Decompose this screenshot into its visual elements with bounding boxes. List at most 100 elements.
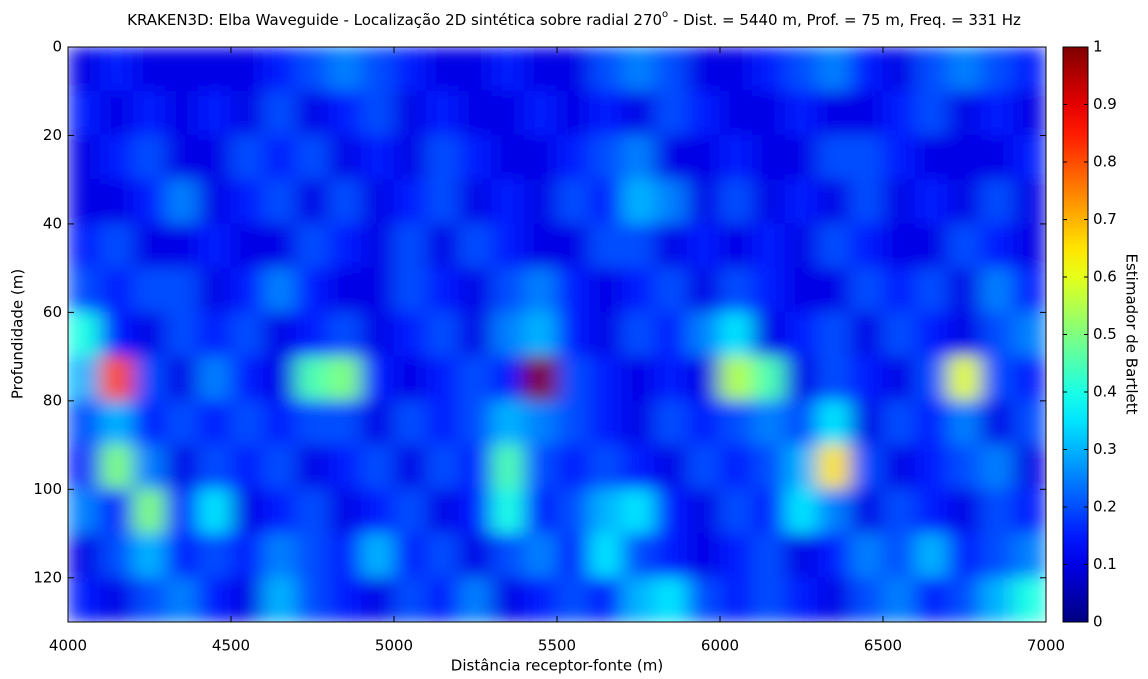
y-tick-label: 80 bbox=[43, 391, 62, 409]
colorbar-tick-label: 0.5 bbox=[1093, 325, 1117, 343]
heatmap-cell bbox=[68, 488, 102, 535]
colorbar-tick-label: 0.8 bbox=[1093, 153, 1117, 171]
heatmap-cell bbox=[621, 577, 656, 622]
heatmap-cell bbox=[947, 90, 982, 136]
heatmap-cell bbox=[882, 179, 917, 225]
heatmap-cell bbox=[849, 267, 884, 313]
heatmap-cell bbox=[849, 47, 884, 92]
heatmap-cell bbox=[100, 400, 134, 446]
heatmap-cell bbox=[784, 444, 819, 490]
heatmap-cell bbox=[68, 223, 102, 269]
heatmap-cell bbox=[491, 356, 525, 402]
heatmap-cell bbox=[230, 90, 265, 136]
heatmap-cell bbox=[849, 533, 884, 579]
heatmap-cell bbox=[849, 444, 884, 490]
heatmap-cell bbox=[491, 311, 525, 358]
heatmap-cell bbox=[523, 577, 558, 622]
heatmap-cell bbox=[523, 444, 558, 490]
heatmap-cell bbox=[295, 533, 330, 579]
heatmap-cell bbox=[947, 311, 982, 358]
heatmap-cell bbox=[360, 90, 395, 136]
heatmap-cell bbox=[197, 267, 232, 313]
heatmap-cell bbox=[882, 223, 917, 269]
y-tick-label: 20 bbox=[43, 126, 62, 144]
heatmap-cell bbox=[654, 444, 688, 490]
heatmap-cell bbox=[915, 488, 949, 535]
heatmap-cell bbox=[328, 47, 362, 92]
heatmap-cell bbox=[132, 533, 167, 579]
heatmap-cell bbox=[980, 179, 1014, 225]
heatmap-cell bbox=[458, 311, 493, 358]
heatmap-cell bbox=[360, 311, 395, 358]
heatmap-cell bbox=[263, 356, 297, 402]
heatmap-cell bbox=[980, 488, 1014, 535]
heatmap-cell bbox=[849, 356, 884, 402]
heatmap-cell bbox=[621, 400, 656, 446]
heatmap-cell bbox=[100, 267, 134, 313]
heatmap-cell bbox=[947, 577, 982, 622]
x-tick-label: 4500 bbox=[212, 637, 250, 655]
heatmap-cell bbox=[263, 488, 297, 535]
heatmap-cell bbox=[393, 577, 428, 622]
heatmap-cell bbox=[1012, 134, 1046, 181]
heatmap-cell bbox=[328, 577, 362, 622]
heatmap-cell bbox=[654, 134, 688, 181]
heatmap-cell bbox=[784, 533, 819, 579]
x-axis-label: Distância receptor-fonte (m) bbox=[451, 657, 663, 675]
heatmap-cell bbox=[817, 223, 851, 269]
heatmap-cell bbox=[1012, 444, 1046, 490]
heatmap-cell bbox=[100, 223, 134, 269]
heatmap-cell bbox=[752, 179, 786, 225]
heatmap-cell bbox=[165, 90, 199, 136]
heatmap-cell bbox=[915, 267, 949, 313]
heatmap-cell bbox=[589, 47, 623, 92]
heatmap-cell bbox=[523, 90, 558, 136]
heatmap-cell bbox=[915, 533, 949, 579]
heatmap-cell bbox=[360, 533, 395, 579]
heatmap-cell bbox=[817, 179, 851, 225]
colorbar-tick-label: 0.1 bbox=[1093, 555, 1117, 573]
heatmap-cell bbox=[100, 90, 134, 136]
heatmap-cell bbox=[197, 311, 232, 358]
heatmap-cell bbox=[947, 356, 982, 402]
heatmap-cell bbox=[230, 488, 265, 535]
heatmap-cell bbox=[328, 488, 362, 535]
heatmap-cell bbox=[360, 47, 395, 92]
heatmap-cell bbox=[882, 47, 917, 92]
heatmap-cell bbox=[263, 47, 297, 92]
x-tick-label: 7000 bbox=[1027, 637, 1065, 655]
heatmap-cell bbox=[197, 356, 232, 402]
heatmap-cell bbox=[719, 311, 754, 358]
heatmap-cell bbox=[882, 444, 917, 490]
heatmap-cell bbox=[393, 356, 428, 402]
heatmap-cell bbox=[328, 533, 362, 579]
heatmap-cell bbox=[523, 223, 558, 269]
heatmap-cell bbox=[556, 577, 591, 622]
heatmap-cell bbox=[621, 90, 656, 136]
heatmap-cell bbox=[68, 577, 102, 622]
heatmap-cell bbox=[360, 267, 395, 313]
heatmap-cell bbox=[165, 533, 199, 579]
heatmap-cell bbox=[132, 47, 167, 92]
heatmap-cell bbox=[393, 267, 428, 313]
heatmap-cell bbox=[458, 444, 493, 490]
heatmap-cell bbox=[882, 134, 917, 181]
heatmap-cell bbox=[197, 488, 232, 535]
heatmap-cell bbox=[426, 533, 460, 579]
heatmap-cell bbox=[197, 90, 232, 136]
heatmap-cell bbox=[197, 47, 232, 92]
heatmap bbox=[68, 47, 1046, 622]
heatmap-cell bbox=[132, 311, 167, 358]
heatmap-cell bbox=[915, 90, 949, 136]
heatmap-cell bbox=[686, 179, 721, 225]
heatmap-cell bbox=[68, 267, 102, 313]
heatmap-cell bbox=[686, 400, 721, 446]
heatmap-cell bbox=[100, 134, 134, 181]
heatmap-cell bbox=[686, 90, 721, 136]
heatmap-cell bbox=[817, 577, 851, 622]
heatmap-cell bbox=[947, 47, 982, 92]
heatmap-cell bbox=[784, 400, 819, 446]
heatmap-cell bbox=[263, 90, 297, 136]
heatmap-cell bbox=[328, 356, 362, 402]
heatmap-cell bbox=[589, 223, 623, 269]
